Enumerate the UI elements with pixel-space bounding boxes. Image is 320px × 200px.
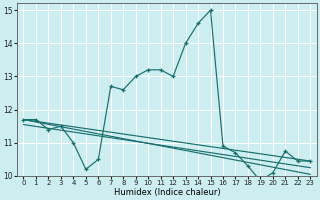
X-axis label: Humidex (Indice chaleur): Humidex (Indice chaleur) <box>114 188 220 197</box>
